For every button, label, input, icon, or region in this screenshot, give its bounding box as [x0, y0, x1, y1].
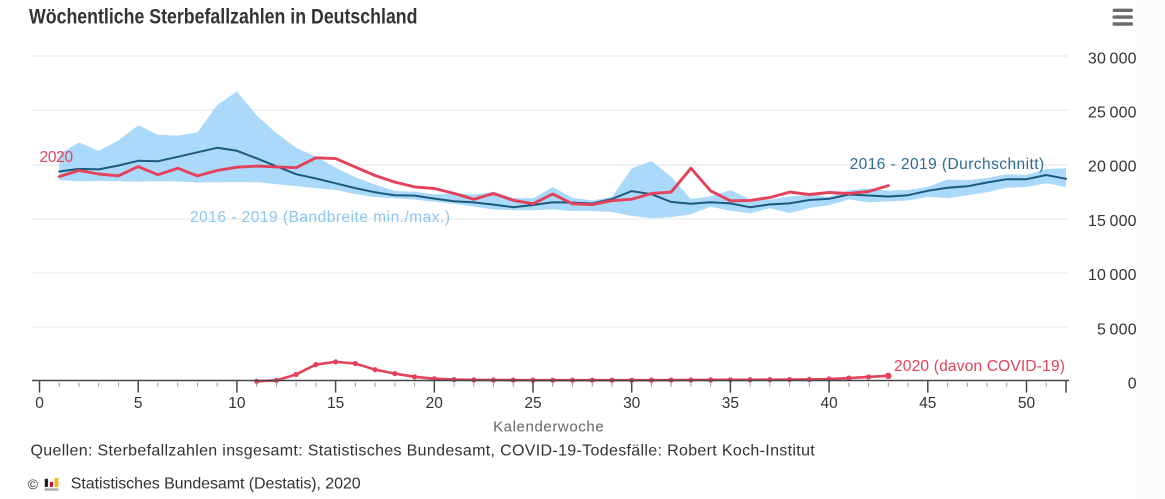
svg-text:Quellen: Sterbefallzahlen insg: Quellen: Sterbefallzahlen insgesamt: Sta… [31, 442, 816, 459]
svg-text:5 000: 5 000 [1097, 321, 1137, 338]
svg-text:20: 20 [426, 395, 444, 412]
svg-text:©: © [28, 476, 39, 492]
svg-text:2016 - 2019 (Durchschnitt): 2016 - 2019 (Durchschnitt) [850, 156, 1045, 173]
svg-text:15: 15 [327, 395, 344, 412]
svg-text:50: 50 [1018, 395, 1036, 412]
svg-text:30 000: 30 000 [1088, 50, 1137, 67]
svg-text:10 000: 10 000 [1088, 267, 1137, 284]
svg-text:2016 - 2019 (Bandbreite min./m: 2016 - 2019 (Bandbreite min./max.) [190, 209, 450, 226]
svg-text:2020: 2020 [40, 149, 74, 166]
svg-text:25 000: 25 000 [1088, 105, 1137, 122]
svg-text:40: 40 [820, 395, 838, 412]
svg-text:Kalenderwoche: Kalenderwoche [493, 418, 604, 435]
svg-text:Wöchentliche Sterbefallzahlen: Wöchentliche Sterbefallzahlen in Deutsch… [29, 5, 417, 29]
svg-text:20 000: 20 000 [1088, 159, 1137, 176]
svg-text:Statistisches Bundesamt (Desta: Statistisches Bundesamt (Destatis), 2020 [71, 476, 361, 493]
svg-text:2020 (davon COVID-19): 2020 (davon COVID-19) [894, 358, 1065, 375]
svg-text:0: 0 [1128, 376, 1137, 393]
svg-text:15 000: 15 000 [1088, 213, 1137, 230]
svg-text:45: 45 [919, 395, 936, 412]
svg-text:25: 25 [524, 395, 541, 412]
svg-text:30: 30 [623, 395, 641, 412]
svg-text:35: 35 [722, 395, 739, 412]
svg-text:5: 5 [134, 395, 143, 412]
svg-text:0: 0 [35, 395, 44, 412]
svg-text:10: 10 [228, 395, 246, 412]
